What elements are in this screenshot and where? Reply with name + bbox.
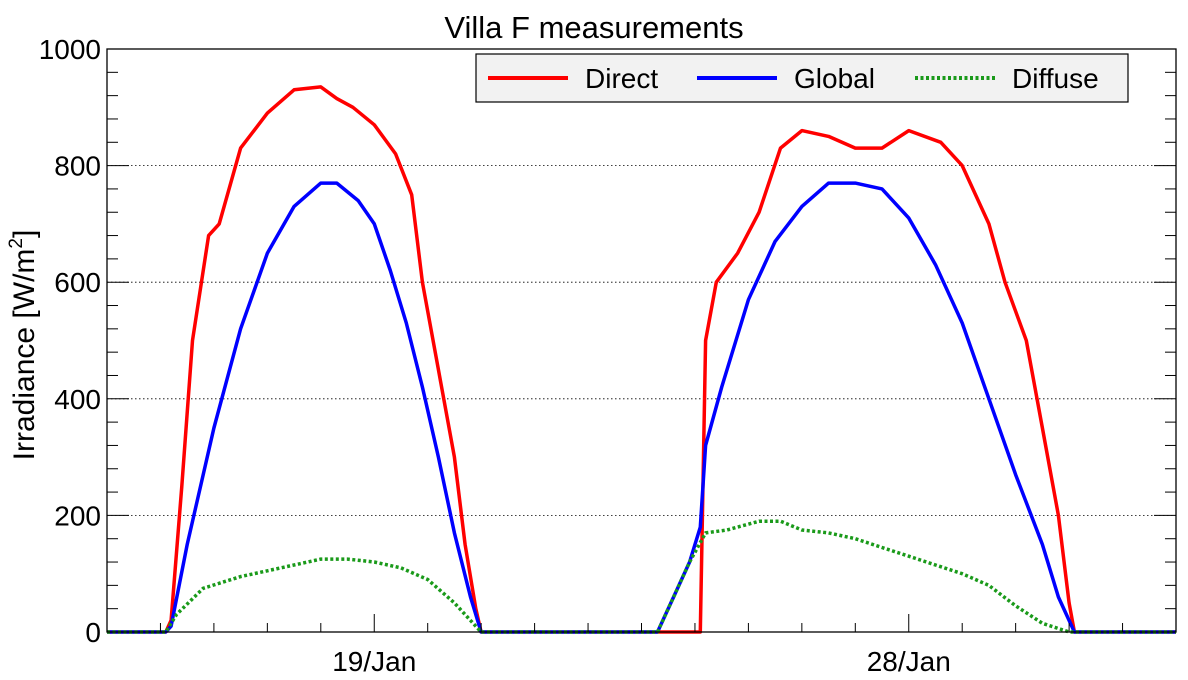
y-axis-label-end: ]: [8, 230, 41, 238]
y-axis-label-superscript: 2: [6, 238, 27, 249]
legend: Direct Global Diffuse: [475, 53, 1129, 103]
series-line-direct: [107, 85, 1176, 634]
plot-frame: [106, 48, 1177, 633]
y-axis-label-text: Irradiance [W/m: [8, 249, 41, 461]
x-tick-label: 28/Jan: [867, 646, 951, 677]
y-tick-label: 0: [85, 617, 101, 648]
y-tick-label: 800: [54, 151, 101, 182]
y-tick-label: 600: [54, 267, 101, 298]
series-line-diffuse: [107, 519, 1176, 634]
y-tick-label: 1000: [39, 34, 101, 65]
y-axis-label: Irradiance [W/m2]: [6, 230, 41, 461]
axis-ticks: [106, 48, 1177, 633]
grid-lines: [107, 48, 1176, 516]
legend-label-diffuse: Diffuse: [1012, 63, 1099, 94]
x-tick-labels: 19/Jan 28/Jan: [332, 646, 951, 677]
svg-text:Irradiance [W/m2]: Irradiance [W/m2]: [6, 230, 41, 461]
x-tick-label: 19/Jan: [332, 646, 416, 677]
legend-box: [475, 53, 1129, 103]
y-tick-label: 400: [54, 384, 101, 415]
legend-label-direct: Direct: [585, 63, 658, 94]
series-line-global: [107, 181, 1176, 634]
y-tick-label: 200: [54, 500, 101, 531]
y-tick-labels: 0 200 400 600 800 1000: [39, 34, 101, 648]
legend-label-global: Global: [794, 63, 875, 94]
series-layer: [107, 85, 1176, 634]
chart-title: Villa F measurements: [444, 10, 743, 45]
